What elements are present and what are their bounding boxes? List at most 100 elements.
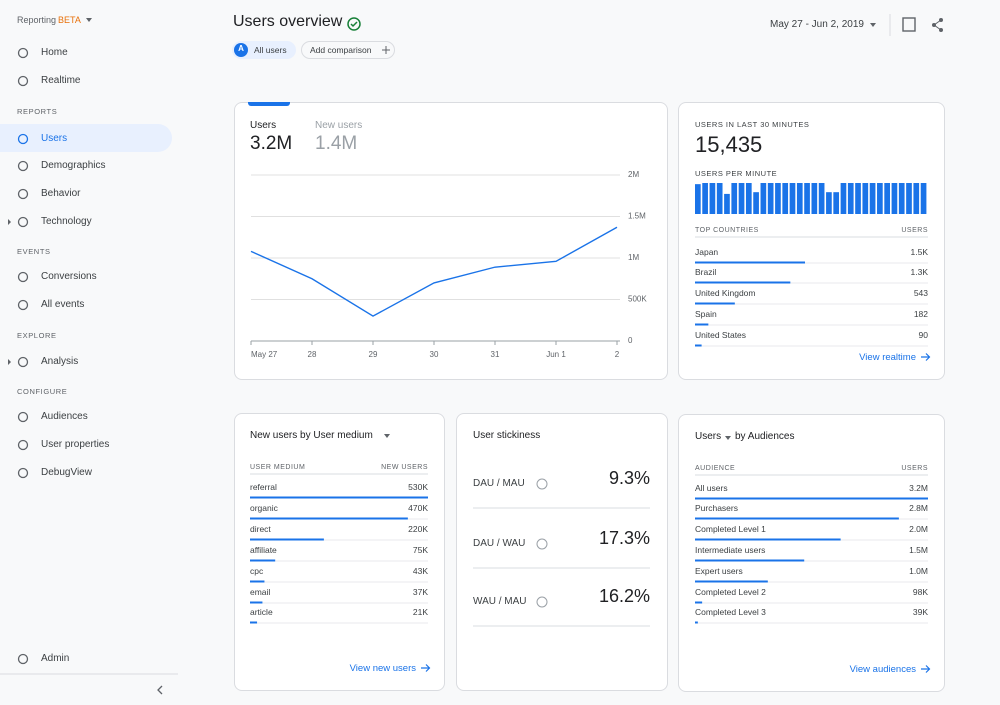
row-value: 2.8M: [909, 503, 928, 513]
share-icon[interactable]: [932, 18, 943, 32]
row-name: Expert users: [695, 566, 743, 576]
segment-chip[interactable]: [232, 41, 296, 59]
nav-item[interactable]: Audiences: [41, 411, 88, 422]
add-comparison-chip[interactable]: [301, 41, 395, 59]
row-name: Japan: [695, 247, 719, 257]
medium-card: [234, 413, 445, 691]
x-tick-label: 2: [615, 350, 620, 359]
nav-icon: [17, 47, 29, 59]
metric-name: WAU / MAU: [473, 596, 527, 607]
bar: [811, 183, 818, 214]
nav-item[interactable]: Behavior: [41, 188, 81, 199]
bar: [804, 183, 810, 214]
nav-item[interactable]: Admin: [41, 653, 70, 664]
row-bar: [250, 559, 276, 562]
x-tick-label: Jun 1: [546, 350, 566, 359]
collapse-icon[interactable]: [157, 685, 163, 695]
nav-item[interactable]: Home: [41, 47, 68, 58]
verified-icon: [347, 17, 361, 31]
medium-dropdown[interactable]: [384, 434, 390, 438]
nav-item[interactable]: DebugView: [41, 467, 92, 478]
bar: [738, 183, 745, 214]
page-title: Users overview: [233, 13, 343, 30]
row-bar: [695, 559, 805, 562]
nav-icon: [17, 439, 29, 451]
bar: [782, 183, 789, 214]
row-bar: [250, 496, 428, 499]
row-bar: [250, 517, 408, 520]
row-bar: [695, 323, 709, 326]
row-value: 543: [913, 288, 928, 298]
nav-icon: [17, 188, 29, 200]
nav-item[interactable]: Conversions: [41, 271, 97, 282]
column-header: AUDIENCE: [695, 464, 736, 472]
row-value: 470K: [408, 503, 428, 513]
y-tick-label: 1.5M: [628, 212, 646, 221]
nav-item[interactable]: All events: [41, 299, 85, 310]
y-tick-label: 500K: [628, 295, 647, 304]
plus-icon[interactable]: [382, 46, 390, 54]
nav-item[interactable]: Demographics: [41, 160, 106, 171]
row-name: direct: [250, 524, 271, 534]
row-name: Intermediate users: [695, 545, 766, 555]
row-value: 90: [918, 330, 928, 340]
bar-chart-title: USERS PER MINUTE: [695, 169, 778, 178]
bar: [884, 183, 890, 214]
row-bar: [250, 538, 324, 541]
product-dropdown[interactable]: [86, 18, 92, 22]
bar: [847, 183, 854, 214]
row-value: 530K: [408, 482, 428, 492]
audience-dropdown[interactable]: [725, 436, 731, 440]
users-card: [234, 102, 668, 380]
nav-item[interactable]: Realtime: [41, 75, 81, 86]
bar: [745, 183, 752, 214]
y-tick-label: 1M: [628, 253, 639, 262]
row-name: Brazil: [695, 267, 717, 277]
line: [250, 226, 618, 317]
nav-item[interactable]: Analysis: [41, 356, 79, 367]
link[interactable]: View new users: [349, 662, 416, 674]
help-icon: [536, 538, 548, 550]
audiences-title-suffix: by Audiences: [735, 431, 795, 442]
tab-label[interactable]: New users: [315, 120, 363, 131]
realtime-title: USERS IN LAST 30 MINUTES: [695, 120, 810, 129]
bar: [695, 184, 701, 214]
date-dropdown[interactable]: [870, 23, 876, 27]
row-value: 220K: [408, 524, 428, 534]
customize-icon[interactable]: [902, 17, 916, 32]
nav-icon: [17, 271, 29, 283]
nav-icon: [17, 411, 29, 423]
column-header: USERS: [901, 464, 928, 472]
bar: [855, 183, 861, 214]
y-tick-label: 0: [628, 336, 633, 345]
row-name: article: [250, 607, 273, 617]
row-bar: [250, 580, 265, 583]
bar: [862, 183, 869, 214]
nav-item[interactable]: Users: [41, 133, 68, 144]
link[interactable]: View realtime: [859, 351, 916, 363]
expand-icon: [8, 219, 11, 225]
nav-item[interactable]: Technology: [41, 216, 92, 227]
bar: [840, 183, 847, 214]
row-bar: [695, 538, 841, 541]
tab-label[interactable]: Users: [250, 120, 277, 131]
metric-name: DAU / MAU: [473, 478, 525, 489]
add-comparison[interactable]: Add comparison: [310, 45, 372, 55]
medium-title[interactable]: New users by User medium: [250, 430, 373, 441]
bar: [913, 183, 920, 214]
row-name: referral: [250, 482, 277, 492]
nav-section-title: CONFIGURE: [17, 387, 68, 396]
link[interactable]: View audiences: [849, 663, 916, 675]
audiences-title[interactable]: Users: [695, 431, 722, 442]
tab-value: 1.4M: [315, 133, 358, 154]
row-name: United Kingdom: [695, 288, 756, 298]
row-bar: [695, 302, 735, 305]
metric-value: 16.2%: [598, 585, 650, 606]
column-header: USERS: [901, 226, 928, 234]
date-range[interactable]: May 27 - Jun 2, 2019: [770, 19, 864, 30]
bar: [724, 193, 730, 214]
nav-item[interactable]: User properties: [41, 439, 110, 450]
bar: [869, 183, 876, 214]
row-value: 43K: [412, 566, 428, 576]
segment-label[interactable]: All users: [254, 45, 287, 55]
